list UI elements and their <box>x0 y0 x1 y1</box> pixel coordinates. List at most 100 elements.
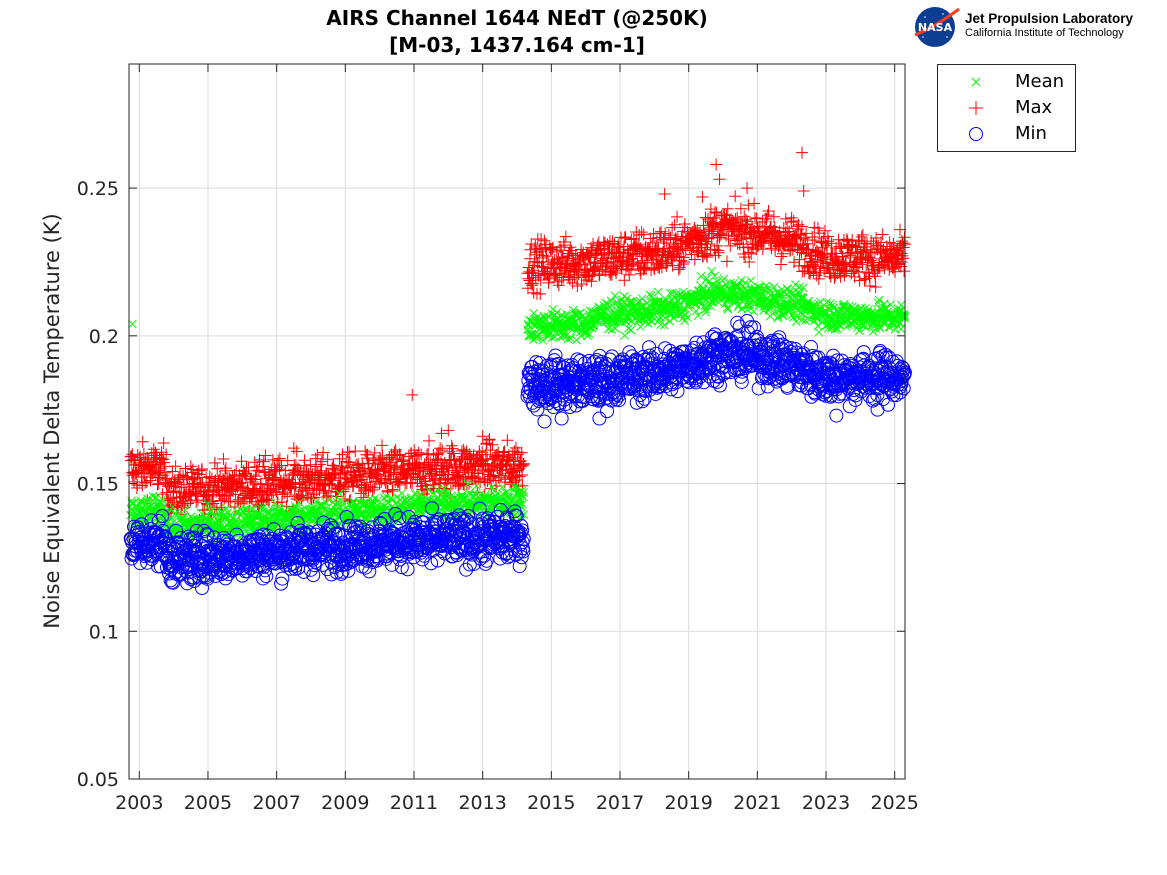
nasa-badge-text: NASA <box>918 21 953 34</box>
max-point <box>296 489 309 502</box>
max-point <box>664 231 677 244</box>
max-point <box>343 456 356 469</box>
max-point <box>219 462 232 475</box>
max-point <box>713 173 726 186</box>
max-point <box>248 482 261 495</box>
max-point <box>795 229 808 242</box>
max-point <box>449 477 462 490</box>
max-point <box>727 216 740 229</box>
max-point <box>248 456 261 469</box>
max-point <box>688 253 701 266</box>
max-point <box>144 474 157 487</box>
max-point <box>266 453 279 466</box>
max-point <box>273 452 286 465</box>
max-point <box>263 493 276 506</box>
nasa-meatball-icon: NASA <box>914 7 960 47</box>
max-point <box>822 235 835 248</box>
max-point <box>535 233 548 246</box>
mean-point <box>626 325 636 335</box>
max-point <box>801 237 814 250</box>
max-point <box>423 434 436 447</box>
max-point <box>623 268 636 281</box>
max-point <box>527 286 540 299</box>
max-point <box>583 249 596 262</box>
mean-point <box>683 313 692 322</box>
max-point <box>492 471 505 484</box>
max-point <box>526 264 539 277</box>
max-point <box>808 234 821 247</box>
max-point <box>829 254 842 267</box>
max-point <box>314 458 327 471</box>
mean-point <box>707 266 717 276</box>
max-point <box>198 504 211 517</box>
max-point <box>741 218 754 231</box>
max-point <box>674 242 687 255</box>
max-point <box>453 455 466 468</box>
max-point <box>671 210 684 223</box>
max-point <box>601 238 614 251</box>
mean-point <box>128 319 137 329</box>
max-point <box>601 257 614 270</box>
max-point <box>534 274 547 287</box>
max-point <box>696 190 709 203</box>
max-point <box>738 210 751 223</box>
max-point <box>436 444 449 457</box>
max-point <box>775 250 788 263</box>
max-point <box>458 479 471 492</box>
max-point <box>270 461 283 474</box>
max-point <box>787 229 800 242</box>
max-point <box>315 455 328 468</box>
max-point <box>837 257 850 270</box>
max-point <box>645 264 658 277</box>
max-point <box>563 273 576 286</box>
max-point <box>795 146 808 159</box>
min-point <box>445 549 460 564</box>
max-point <box>336 462 349 475</box>
max-point <box>459 472 472 485</box>
max-point <box>542 272 555 285</box>
max-point <box>482 468 495 481</box>
max-point <box>558 239 571 252</box>
max-point <box>268 471 281 484</box>
max-point <box>152 464 165 477</box>
max-point <box>317 446 330 459</box>
max-point <box>339 481 352 494</box>
max-point <box>412 464 425 477</box>
max-point <box>160 448 173 461</box>
max-point <box>242 461 255 474</box>
max-point <box>710 206 723 219</box>
max-point <box>160 472 173 485</box>
max-point <box>481 453 494 466</box>
max-point <box>422 447 435 460</box>
max-point <box>376 439 389 452</box>
max-point <box>785 211 798 224</box>
max-point <box>550 245 563 258</box>
max-point <box>321 453 334 466</box>
max-point <box>621 243 634 256</box>
max-point <box>408 444 421 457</box>
max-point <box>230 464 243 477</box>
max-point <box>281 490 294 503</box>
max-point <box>388 462 401 475</box>
max-point <box>448 454 461 467</box>
max-point <box>279 464 292 477</box>
max-point <box>472 472 485 485</box>
max-point <box>756 243 769 256</box>
max-point <box>812 272 825 285</box>
max-point <box>724 239 737 252</box>
max-point <box>517 457 530 470</box>
max-point <box>299 484 312 497</box>
chart-title-line2: [M-03, 1437.164 cm-1] <box>389 33 645 57</box>
mean-point <box>696 272 706 281</box>
max-point <box>638 254 651 267</box>
max-point <box>818 224 831 237</box>
max-point <box>776 247 789 260</box>
max-point <box>479 448 492 461</box>
max-point <box>555 244 568 257</box>
max-point <box>737 231 750 244</box>
max-point <box>528 255 541 268</box>
max-point <box>326 474 339 487</box>
max-point <box>869 281 882 294</box>
max-point <box>743 255 756 268</box>
max-point <box>653 262 666 275</box>
